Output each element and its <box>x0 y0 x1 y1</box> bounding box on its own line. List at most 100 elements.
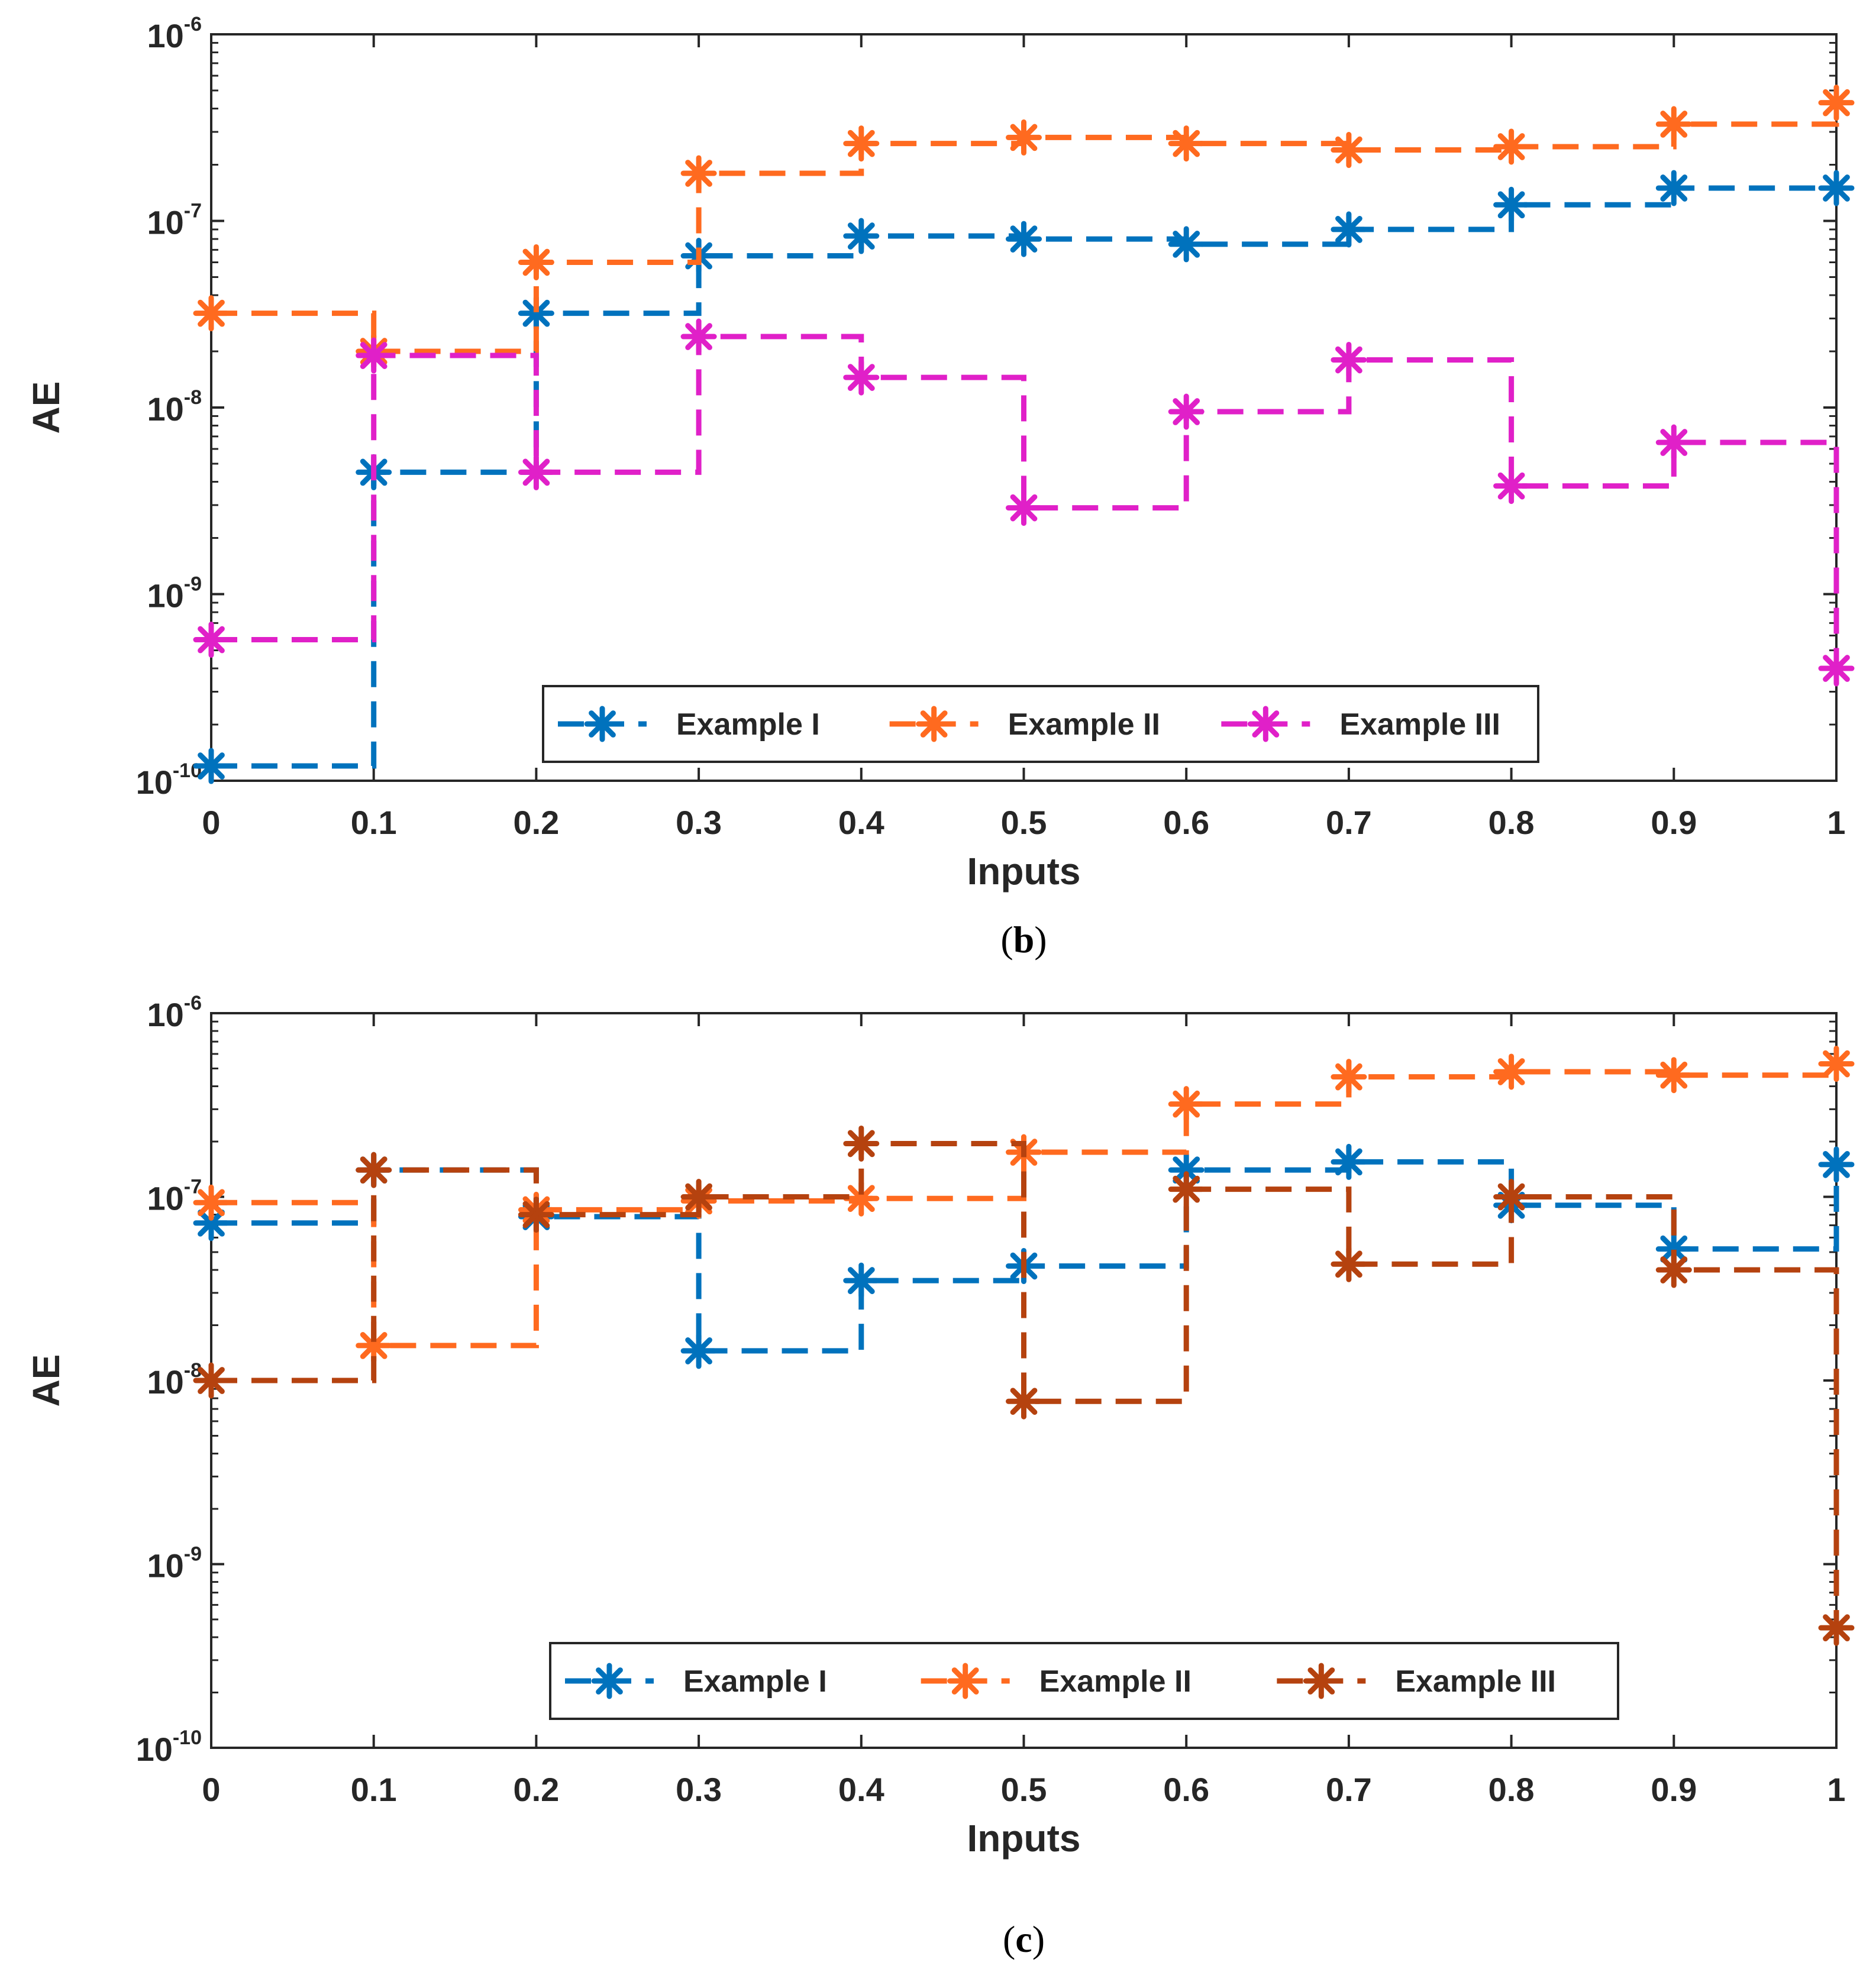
x-tick-label: 0.5 <box>1001 804 1047 841</box>
legend-marker <box>591 1663 628 1699</box>
data-point <box>680 318 717 355</box>
legend: Example I Example II Example III <box>549 1642 1619 1720</box>
legend-box <box>542 685 1539 763</box>
y-tick-label: 10-6 <box>147 13 202 54</box>
y-tick-label: 10-9 <box>147 1543 202 1585</box>
data-point <box>1006 119 1042 156</box>
series-2 <box>193 85 1855 370</box>
data-point <box>1493 1053 1530 1090</box>
data-point <box>1168 393 1205 430</box>
data-point <box>1493 468 1530 505</box>
legend-label: Example III <box>1395 1664 1556 1699</box>
data-point <box>1331 1246 1367 1282</box>
data-point <box>1818 1146 1855 1183</box>
x-tick-label: 0.3 <box>676 804 722 841</box>
legend-item: Example I <box>558 706 820 742</box>
data-point <box>193 295 230 332</box>
x-tick-label: 0 <box>202 1771 220 1808</box>
data-point <box>1818 170 1855 206</box>
x-tick-label: 0.8 <box>1488 1771 1535 1808</box>
legend-label: Example II <box>1039 1664 1192 1699</box>
legend-box <box>549 1642 1619 1720</box>
legend-label: Example I <box>676 707 820 742</box>
legend-item: Example III <box>1277 1663 1556 1699</box>
panel-caption: (c) <box>1003 1918 1045 1960</box>
legend-marker <box>947 1663 984 1699</box>
x-tick-label: 0.7 <box>1326 804 1372 841</box>
x-axis-title: Inputs <box>967 1817 1081 1860</box>
x-tick-label: 0 <box>202 804 220 841</box>
legend-marker <box>584 706 621 742</box>
legend-item: Example II <box>889 706 1160 742</box>
data-point <box>1655 1057 1692 1094</box>
series-line <box>211 1140 1839 1628</box>
x-tick-label: 1 <box>1827 804 1845 841</box>
legend-marker <box>1303 1663 1339 1699</box>
data-point <box>193 1184 230 1221</box>
legend-item: Example III <box>1221 706 1500 742</box>
x-tick-label: 0.1 <box>351 804 397 841</box>
x-tick-label: 0.9 <box>1651 804 1697 841</box>
data-point <box>1655 170 1692 206</box>
x-tick-label: 0.7 <box>1326 1771 1372 1808</box>
data-point <box>1818 1046 1855 1082</box>
x-tick-label: 0.8 <box>1488 804 1535 841</box>
data-point <box>193 622 230 658</box>
y-tick-label: 10-6 <box>147 992 202 1033</box>
data-point <box>356 1152 392 1188</box>
series-3 <box>193 1125 1855 1646</box>
data-point <box>1006 1383 1042 1420</box>
data-point <box>1168 1171 1205 1208</box>
data-point <box>1818 85 1855 121</box>
data-point <box>1493 186 1530 223</box>
legend-marker <box>916 706 952 742</box>
y-tick-label: 10-8 <box>147 386 202 428</box>
data-point <box>1168 1152 1205 1188</box>
legend: Example I Example II Example III <box>542 685 1539 763</box>
data-point <box>356 337 392 374</box>
y-tick-label: 10-7 <box>147 200 202 241</box>
data-point <box>518 1197 554 1233</box>
data-point <box>1168 1086 1205 1123</box>
series-line <box>211 334 1839 669</box>
y-tick-label: 10-10 <box>136 759 202 801</box>
data-point <box>1168 125 1205 162</box>
data-point <box>1818 650 1855 687</box>
data-point <box>1493 128 1530 165</box>
x-tick-label: 0.3 <box>676 1771 722 1808</box>
data-point <box>1006 490 1042 526</box>
x-tick-label: 0.4 <box>838 804 884 841</box>
data-point <box>1168 226 1205 263</box>
x-tick-label: 0.5 <box>1001 1771 1047 1808</box>
data-point <box>1331 1059 1367 1095</box>
data-point <box>843 218 880 254</box>
data-point <box>680 155 717 192</box>
x-tick-label: 0.2 <box>513 1771 559 1808</box>
data-point <box>1493 1179 1530 1215</box>
chart-panel-b: 0 0.1 0.2 0.3 0.4 0.5 0.6 0.7 0.8 0.9 1 10-10 10-9 10… <box>25 13 1855 893</box>
data-point <box>518 454 554 490</box>
x-tick-label: 0.2 <box>513 804 559 841</box>
legend-marker <box>1247 706 1284 742</box>
data-point <box>1331 211 1367 248</box>
legend-label: Example III <box>1339 707 1500 742</box>
chart-panel-c: 0 0.1 0.2 0.3 0.4 0.5 0.6 0.7 0.8 0.9 1 10-10 10-9 10… <box>25 992 1855 1860</box>
legend-label: Example II <box>1008 707 1160 742</box>
y-tick-label: 10-10 <box>136 1726 202 1768</box>
data-point <box>356 1327 392 1364</box>
legend-item: Example II <box>921 1663 1192 1699</box>
data-point <box>193 748 230 784</box>
data-point <box>518 244 554 280</box>
data-point <box>1818 1609 1855 1646</box>
x-tick-label: 0.6 <box>1163 1771 1209 1808</box>
data-point <box>193 1362 230 1399</box>
y-tick-label: 10-9 <box>147 573 202 615</box>
legend-label: Example I <box>683 1664 827 1699</box>
x-axis-title: Inputs <box>967 850 1081 893</box>
data-point <box>1655 1252 1692 1288</box>
x-tick-label: 0.1 <box>351 1771 397 1808</box>
x-tick-label: 0.9 <box>1651 1771 1697 1808</box>
data-point <box>680 1179 717 1215</box>
data-point <box>1006 221 1042 257</box>
data-point <box>1655 106 1692 143</box>
